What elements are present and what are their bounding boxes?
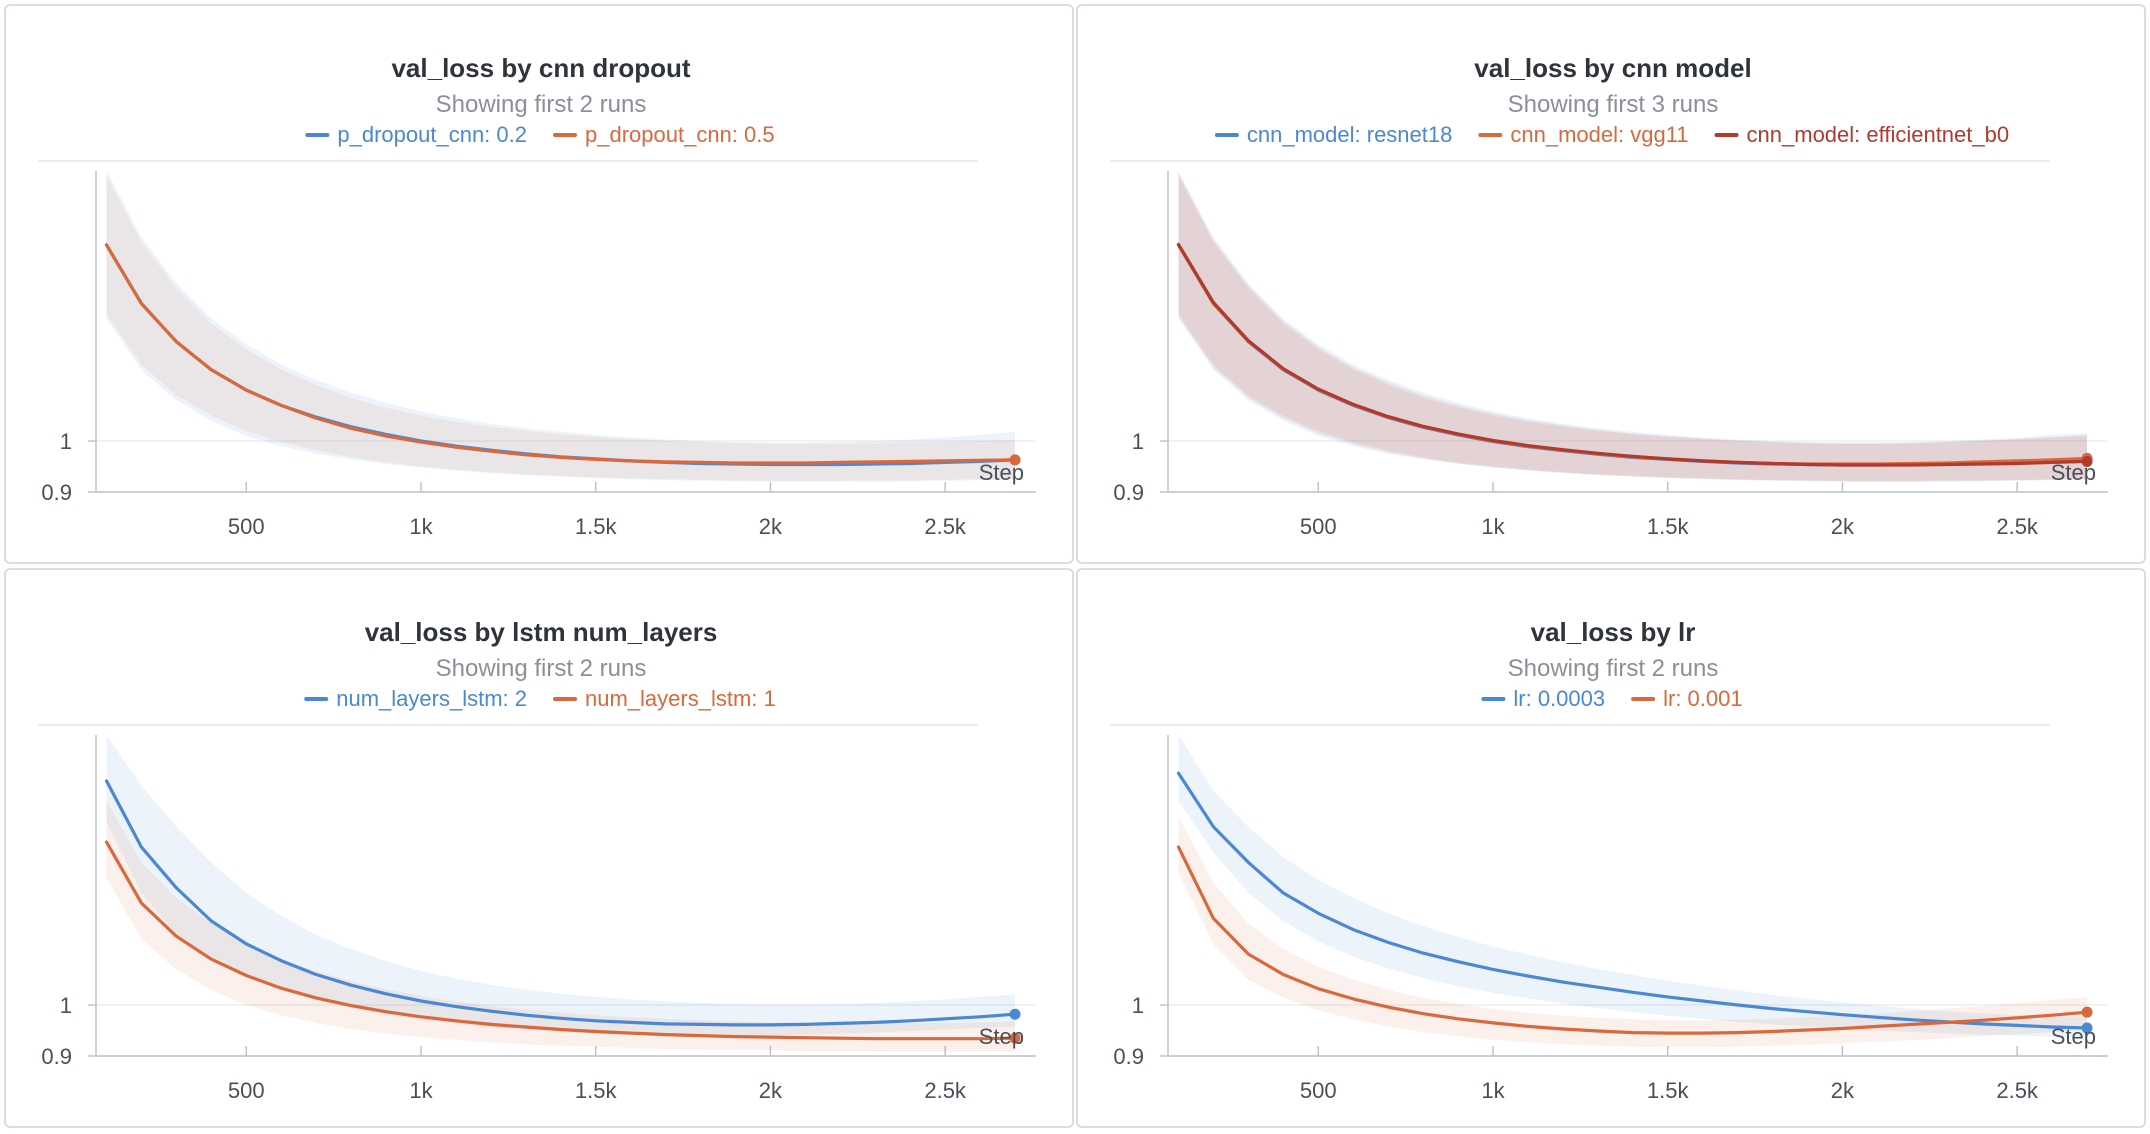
y-tick-label: 0.9 [1113, 480, 1144, 505]
chart-subtitle: Showing first 3 runs [1508, 91, 1719, 118]
series-endpoint-lr-0-0003[interactable] [2081, 1022, 2093, 1034]
x-tick-label: 2k [759, 1078, 783, 1103]
x-tick-label: 500 [1300, 514, 1337, 539]
legend: lr: 0.0003 lr: 0.001 [1481, 686, 1743, 711]
chart-title: val_loss by lr [1531, 617, 1696, 647]
x-tick-label: 1k [1481, 514, 1505, 539]
chart-subtitle: Showing first 2 runs [1508, 655, 1719, 682]
chart-subtitle: Showing first 2 runs [436, 655, 647, 682]
chart-subtitle: Showing first 2 runs [436, 91, 647, 118]
chart-svg: val_loss by cnn model Showing first 3 run… [1110, 53, 2108, 539]
chart-title: val_loss by cnn dropout [391, 53, 690, 83]
series-endpoint-cnn-model-efficientnet-b0[interactable] [2081, 455, 2093, 467]
y-tick-label: 1 [1132, 429, 1144, 454]
x-tick-label: 1.5k [575, 514, 618, 539]
x-tick-label: 1.5k [1647, 514, 1690, 539]
band-cnn-model-vgg11 [1178, 176, 2087, 481]
legend-item-cnn-model-efficientnet-b0[interactable]: cnn_model: efficientnet_b0 [1714, 122, 2010, 147]
legend-item-num-layers-lstm-1[interactable]: num_layers_lstm: 1 [553, 686, 776, 711]
chart-panel-lr[interactable]: val_loss by lr Showing first 2 runs lr: 0.… [1076, 568, 2146, 1128]
chart-svg: val_loss by cnn dropout Showing first 2 r… [38, 53, 1036, 539]
x-tick-label: 500 [1300, 1078, 1337, 1103]
series-endpoint-p-dropout-cnn-0-5[interactable] [1009, 454, 1021, 466]
legend-item-lr-0-0003[interactable]: lr: 0.0003 [1481, 686, 1605, 711]
x-tick-label: 500 [228, 514, 265, 539]
x-tick-label: 2.5k [1996, 1078, 2039, 1103]
series-endpoint-num-layers-lstm-2[interactable] [1009, 1008, 1021, 1020]
x-tick-label: 1k [409, 1078, 433, 1103]
band-cnn-model-efficientnet-b0 [1178, 173, 2087, 482]
x-axis-title: Step [979, 1024, 1024, 1049]
series-line-lr-0-001[interactable] [1176, 845, 2089, 1035]
legend-label: cnn_model: efficientnet_b0 [1747, 122, 2010, 147]
legend-label: lr: 0.0003 [1513, 686, 1605, 711]
legend-item-cnn-model-vgg11[interactable]: cnn_model: vgg11 [1478, 122, 1689, 147]
y-tick-label: 1 [60, 429, 72, 454]
legend-item-p-dropout-cnn-0-5[interactable]: p_dropout_cnn: 0.5 [553, 122, 775, 147]
legend-item-p-dropout-cnn-0-2[interactable]: p_dropout_cnn: 0.2 [305, 122, 527, 147]
x-tick-label: 2k [759, 514, 783, 539]
y-tick-label: 0.9 [1113, 1044, 1144, 1069]
legend-label: num_layers_lstm: 2 [336, 686, 527, 711]
chart-svg: val_loss by lstm num_layers Showing first… [38, 617, 1036, 1103]
chart-panel-cnn-model[interactable]: val_loss by cnn model Showing first 3 run… [1076, 4, 2146, 564]
x-tick-label: 500 [228, 1078, 265, 1103]
legend-label: cnn_model: resnet18 [1247, 122, 1452, 147]
legend-item-cnn-model-resnet18[interactable]: cnn_model: resnet18 [1214, 122, 1452, 147]
chart-panel-cnn-dropout[interactable]: val_loss by cnn dropout Showing first 2 r… [4, 4, 1074, 564]
x-tick-label: 1.5k [575, 1078, 618, 1103]
series-line-cnn-model-efficientnet-b0[interactable] [1176, 242, 2089, 467]
legend: p_dropout_cnn: 0.2 p_dropout_cnn: 0.5 [305, 122, 775, 147]
x-axis-title: Step [2051, 460, 2096, 485]
series-endpoint-lr-0-001[interactable] [2081, 1006, 2093, 1018]
band-lr-0-0003 [1178, 735, 2087, 1038]
legend: cnn_model: resnet18 cnn_model: vgg11 cnn_m… [1214, 122, 2010, 147]
series-line-num-layers-lstm-1[interactable] [104, 840, 1017, 1041]
x-tick-label: 2.5k [924, 514, 967, 539]
legend: num_layers_lstm: 2 num_layers_lstm: 1 [304, 686, 776, 711]
series-line-num-layers-lstm-2[interactable] [104, 779, 1017, 1027]
x-tick-label: 2k [1831, 1078, 1855, 1103]
legend-label: p_dropout_cnn: 0.2 [337, 122, 527, 147]
x-axis-title: Step [979, 460, 1024, 485]
band-p-dropout-cnn-0-5 [106, 176, 1015, 481]
legend-item-num-layers-lstm-2[interactable]: num_layers_lstm: 2 [304, 686, 527, 711]
chart-svg: val_loss by lr Showing first 2 runs lr: 0.… [1110, 617, 2108, 1103]
chart-title: val_loss by cnn model [1474, 53, 1751, 83]
y-tick-label: 1 [1132, 993, 1144, 1018]
band-cnn-model-resnet18 [1178, 171, 2087, 482]
x-tick-label: 2.5k [1996, 514, 2039, 539]
band-num-layers-lstm-2 [106, 735, 1015, 1036]
y-tick-label: 0.9 [41, 1044, 72, 1069]
legend-label: p_dropout_cnn: 0.5 [585, 122, 775, 147]
y-tick-label: 0.9 [41, 480, 72, 505]
series-line-lr-0-0003[interactable] [1176, 771, 2089, 1030]
legend-item-lr-0-001[interactable]: lr: 0.001 [1631, 686, 1743, 711]
y-tick-label: 1 [60, 993, 72, 1018]
series-endpoint-num-layers-lstm-1[interactable] [1009, 1032, 1021, 1044]
chart-title: val_loss by lstm num_layers [365, 617, 718, 647]
band-num-layers-lstm-1 [106, 801, 1015, 1052]
x-tick-label: 1.5k [1647, 1078, 1690, 1103]
x-tick-label: 2k [1831, 514, 1855, 539]
legend-label: cnn_model: vgg11 [1510, 122, 1688, 147]
legend-label: num_layers_lstm: 1 [585, 686, 776, 711]
x-tick-label: 1k [1481, 1078, 1505, 1103]
x-tick-label: 1k [409, 514, 433, 539]
x-axis-title: Step [2051, 1024, 2096, 1049]
legend-label: lr: 0.001 [1663, 686, 1743, 711]
band-p-dropout-cnn-0-2 [106, 171, 1015, 482]
chart-panel-lstm-num-layers[interactable]: val_loss by lstm num_layers Showing first… [4, 568, 1074, 1128]
x-tick-label: 2.5k [924, 1078, 967, 1103]
series-line-p-dropout-cnn-0-5[interactable] [104, 243, 1017, 465]
